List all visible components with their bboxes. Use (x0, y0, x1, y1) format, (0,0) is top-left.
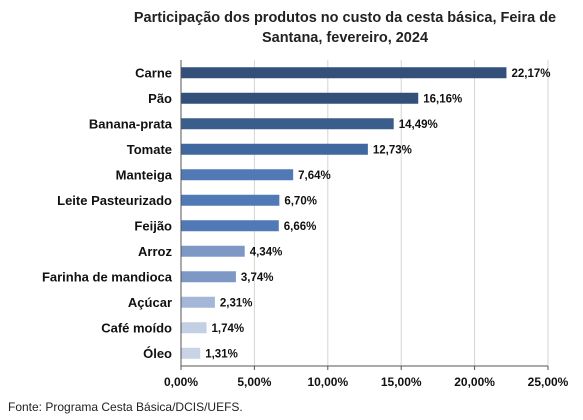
data-label: 2,31% (220, 297, 253, 309)
data-label: 22,17% (511, 68, 550, 80)
category-label: Leite Pasteurizado (57, 193, 172, 208)
x-tick-label: 5,00% (237, 375, 271, 389)
x-tick-label: 0,00% (164, 375, 198, 389)
bar (181, 245, 245, 257)
bar (181, 296, 215, 308)
source-note: Fonte: Programa Cesta Básica/DCIS/UEFS. (8, 400, 243, 414)
category-label: Pão (148, 91, 172, 106)
data-label: 7,64% (298, 170, 331, 182)
bar (181, 322, 207, 334)
category-label: Café moído (101, 320, 172, 335)
data-label: 3,74% (241, 272, 274, 284)
bar (181, 169, 294, 181)
category-label: Carne (135, 65, 172, 80)
data-label: 1,31% (205, 348, 238, 360)
category-label: Manteiga (116, 167, 173, 182)
data-label: 4,34% (250, 246, 283, 258)
category-label: Feijão (134, 218, 172, 233)
category-label: Banana-prata (89, 116, 173, 131)
category-label: Tomate (127, 142, 172, 157)
data-label: 12,73% (373, 144, 412, 156)
bar (181, 220, 279, 232)
data-label: 6,70% (284, 195, 317, 207)
x-tick-label: 20,00% (454, 375, 495, 389)
x-tick-label: 25,00% (528, 375, 569, 389)
bar (181, 194, 280, 206)
bar (181, 271, 236, 283)
bar (181, 92, 419, 104)
data-label: 6,66% (284, 221, 317, 233)
data-label: 14,49% (399, 119, 438, 131)
data-label: 16,16% (423, 93, 462, 105)
bar (181, 143, 368, 155)
data-label: 1,74% (212, 323, 245, 335)
bar (181, 67, 507, 79)
bar (181, 347, 201, 359)
x-tick-label: 10,00% (307, 375, 348, 389)
category-label: Açúcar (128, 295, 172, 310)
x-tick-label: 15,00% (381, 375, 422, 389)
bar-chart: Carne 22,17% Pão 16,16% Banana-prata 14,49% To… (42, 60, 569, 389)
category-label: Óleo (143, 346, 172, 361)
bar (181, 118, 394, 130)
category-label: Farinha de mandioca (42, 269, 173, 284)
category-label: Arroz (138, 244, 172, 259)
chart-title: Participação dos produtos no custo da ce… (133, 10, 557, 46)
